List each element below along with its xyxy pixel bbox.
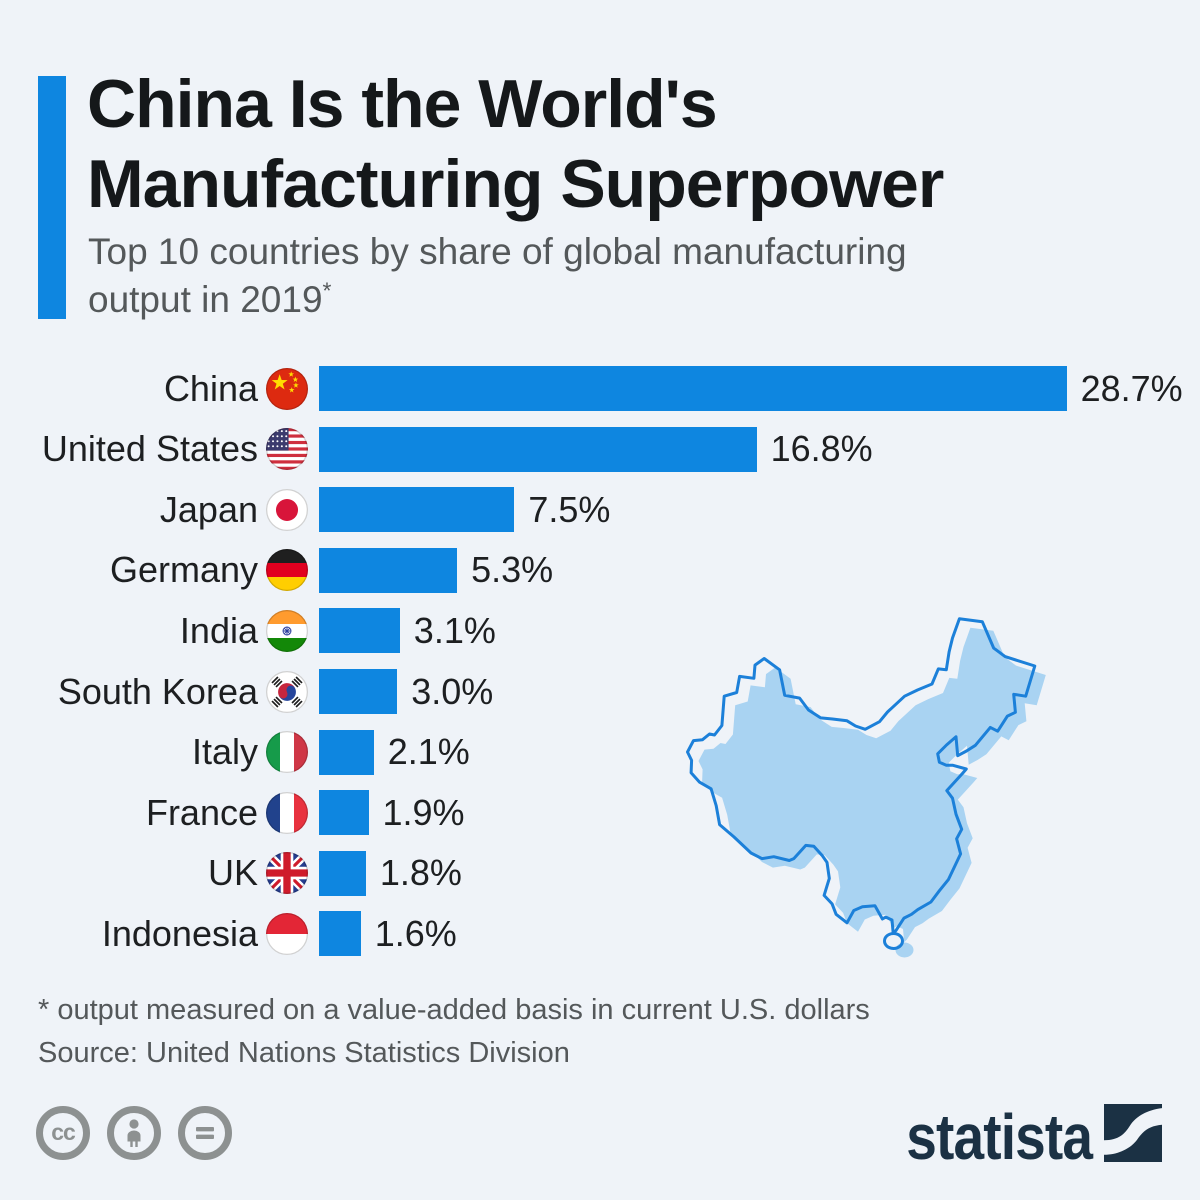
bar <box>319 729 374 775</box>
china-map-fill <box>698 627 1046 958</box>
value-label: 28.7% <box>1080 367 1183 409</box>
country-label: India <box>179 609 258 651</box>
flag-south-korea-icon <box>266 670 308 713</box>
chart-row: Japan 7.5% <box>0 487 1200 533</box>
flag-germany-icon <box>266 549 308 592</box>
value-label: 2.1% <box>387 731 470 773</box>
country-label: China <box>163 367 258 409</box>
cc-license-icon[interactable]: cc <box>36 1106 90 1160</box>
bar <box>319 790 369 836</box>
subtitle-asterisk: * <box>322 277 332 304</box>
chart-row: Indonesia 1.6% <box>0 911 1200 957</box>
value-label: 16.8% <box>770 428 873 470</box>
value-label: 3.1% <box>413 609 496 651</box>
chart-row: Germany 5.3% <box>0 547 1200 593</box>
china-map-outline <box>686 617 1037 950</box>
country-label: United States <box>41 428 258 470</box>
flag-indonesia-icon <box>266 912 308 955</box>
country-label: Japan <box>159 488 258 530</box>
source-line: Source: United Nations Statistics Divisi… <box>38 1037 570 1069</box>
footnote: * output measured on a value-added basis… <box>38 994 870 1026</box>
page-title: China Is the World's Manufacturing Super… <box>87 64 944 224</box>
chart-row: Italy 2.1% <box>0 729 1200 775</box>
chart-row: India 3.1% <box>0 608 1200 654</box>
bar <box>319 547 458 593</box>
statista-wordmark: statista <box>906 1101 1093 1173</box>
flag-china-icon <box>266 367 308 410</box>
flag-uk-icon <box>266 852 308 895</box>
value-label: 7.5% <box>528 488 611 530</box>
bar <box>319 850 366 896</box>
value-label: 5.3% <box>471 549 554 591</box>
chart-row: UK 1.8% <box>0 850 1200 896</box>
value-label: 1.6% <box>374 912 457 954</box>
country-label: South Korea <box>57 670 258 712</box>
chart-row: China 28.7% <box>0 366 1200 411</box>
value-label: 1.8% <box>379 852 462 894</box>
chart-row: United States 16.8% <box>0 426 1200 472</box>
statista-logo[interactable]: statista <box>876 1098 1162 1173</box>
bar-chart: China 28.7% United States 16.8% Japan 7.… <box>0 366 1200 966</box>
bar <box>319 426 757 472</box>
value-label: 1.9% <box>382 791 465 833</box>
title-line2: Manufacturing Superpower <box>87 146 944 222</box>
chart-subtitle: Top 10 countries by share of global manu… <box>88 228 907 324</box>
bar <box>319 911 361 957</box>
flag-united-states-icon <box>266 428 308 471</box>
country-label: Germany <box>109 549 258 591</box>
country-label: Indonesia <box>101 912 258 954</box>
bar <box>319 366 1067 411</box>
country-label: UK <box>207 852 258 894</box>
bar <box>319 608 400 654</box>
bar <box>319 669 398 714</box>
statista-mark-icon <box>1104 1104 1162 1162</box>
subtitle-line2: output in 2019 <box>88 279 323 320</box>
title-accent-bar <box>38 76 66 319</box>
country-label: Italy <box>191 731 258 773</box>
flag-france-icon <box>266 791 308 834</box>
subtitle-line1: Top 10 countries by share of global manu… <box>88 231 907 272</box>
license-icons[interactable]: cc <box>36 1106 232 1160</box>
value-label: 3.0% <box>411 670 494 712</box>
flag-italy-icon <box>266 731 308 774</box>
chart-row: South Korea 3.0% <box>0 669 1200 714</box>
china-map-icon <box>686 617 1046 958</box>
no-derivatives-icon[interactable] <box>178 1106 232 1160</box>
attribution-icon[interactable] <box>107 1106 161 1160</box>
title-line1: China Is the World's <box>87 66 718 142</box>
flag-india-icon <box>266 609 308 652</box>
country-label: France <box>145 791 258 833</box>
bar <box>319 487 515 533</box>
flag-japan-icon <box>266 488 308 531</box>
cc-label: cc <box>51 1118 76 1145</box>
chart-row: France 1.9% <box>0 790 1200 836</box>
